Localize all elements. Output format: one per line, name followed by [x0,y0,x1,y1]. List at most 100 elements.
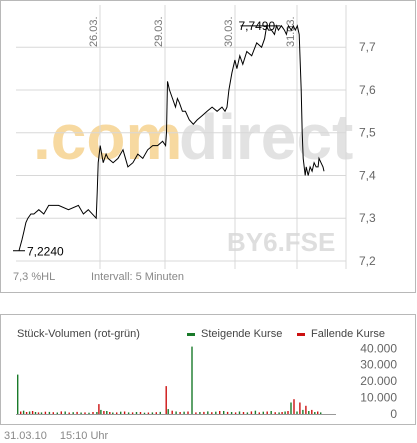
volume-bar-rising [151,412,154,414]
volume-bar-falling [274,412,276,414]
volume-bar-rising [308,411,310,414]
legend-falling-label: Fallende Kurse [311,328,385,340]
volume-bar-falling [211,412,213,414]
price-tick-label: 7,4 [359,168,376,182]
volume-bar-falling [234,412,237,414]
volume-bar-falling [31,411,34,414]
volume-bar-rising [167,409,169,414]
footer-time: 15:10 Uhr [59,430,109,442]
volume-bar-falling [68,412,70,414]
volume-bar-rising [223,411,225,414]
volume-tick-label: 40.000 [360,341,397,355]
volume-bar-rising [270,411,272,414]
watermark-text-orange: .com [33,101,182,173]
volume-bar-falling [171,410,173,414]
volume-bar-rising [302,409,304,414]
volume-bar-falling [281,412,283,414]
volume-bar-rising [191,346,193,414]
volume-bar-rising [48,411,51,414]
volume-tick-label: 30.000 [360,358,397,372]
date-tick-label: 26.03. [88,16,100,47]
volume-bar-rising [230,412,233,414]
volume-bar-falling [116,412,118,414]
price-tick-label: 7,2 [359,254,376,268]
volume-bar-rising [296,411,298,414]
volume-bar-falling [305,405,307,414]
volume-bar-rising [22,410,25,414]
legend-rising: Steigende Kurse [187,328,282,340]
volume-bar-rising [127,412,130,414]
volume-bar-falling [293,399,295,414]
price-tick-label: 7,5 [359,126,376,140]
volume-bar-rising [17,374,19,414]
price-tick-label: 7,7 [359,40,376,54]
volume-bar-rising [290,402,292,414]
volume-bar-falling [195,412,197,414]
volume-title: Stück-Volumen (rot-grün) [17,328,140,340]
legend-falling: Fallende Kurse [297,328,385,340]
volume-bar-rising [112,412,114,414]
volume-bar-falling [25,412,28,414]
volume-bar-rising [246,412,249,414]
volume-bar-falling [109,412,111,414]
volume-bar-falling [20,411,22,414]
volume-bar-falling [103,411,105,414]
volume-bar-falling [92,412,94,414]
volume-bar-falling [311,409,313,414]
volume-tick-label: 10.000 [360,391,397,405]
volume-bar-falling [287,411,289,414]
volume-bar-rising [284,411,286,414]
volume-bar-rising [28,411,31,414]
price-tick-label: 7,6 [359,83,376,97]
volume-bar-falling [123,411,126,414]
volume-tick-label: 20.000 [360,374,397,388]
volume-bar-falling [266,411,268,414]
volume-bar-falling [98,404,100,414]
volume-bar-rising [320,412,322,414]
volume-bar-falling [250,411,253,414]
volume-bar-falling [37,412,40,414]
volume-bar-falling [165,386,167,414]
watermark-logo: .com direct [33,101,353,173]
volume-bar-rising [183,411,185,414]
rising-swatch-icon [187,332,195,336]
volume-bar-falling [226,411,229,414]
volume-bar-falling [258,412,260,414]
volume-bar-rising [40,412,43,414]
volume-bar-rising [278,412,280,414]
interval-info: Intervall: 5 Minuten [91,271,184,283]
date-tick-label: 30.03. [223,16,235,47]
volume-bar-rising [207,411,209,414]
volume-bar-falling [203,411,205,414]
volume-bar-rising [314,412,316,414]
volume-bar-falling [219,411,221,414]
volume-bar-falling [139,412,142,414]
volume-bar-rising [34,412,37,414]
ticker-watermark: BY6.FSE [227,227,335,257]
volume-bar-rising [64,411,66,414]
volume-bar-falling [317,411,319,414]
volume-bar-rising [88,412,90,414]
volume-bar-falling [60,411,62,414]
volume-bar-falling [179,412,181,414]
footer-timestamp: 31.03.10 15:10 Uhr [4,430,118,442]
volume-bar-rising [80,412,82,414]
volume-bar-falling [299,402,301,414]
volume-bar-rising [96,412,98,414]
price-series-line [18,24,325,251]
price-tick-label: 7,3 [359,211,376,225]
volume-bar-falling [76,411,78,414]
volume-bar-rising [254,410,257,414]
volume-chart-panel: Stück-Volumen (rot-grün) Steigende Kurse… [0,314,416,425]
volume-tick-label: 0 [390,407,397,421]
volume-bar-rising [135,412,138,414]
falling-swatch-icon [297,332,305,336]
watermark-text-gray: direct [179,101,353,173]
price-chart: .com direct BY6.FSE 26.03. 29.03. 30.03. 31… [13,5,376,269]
volume-bar-rising [175,411,177,414]
volume-bar-rising [100,409,102,414]
volume-bar-rising [56,412,58,414]
volume-bar-rising [72,412,74,414]
volume-bar-rising [120,411,122,414]
volume-bar-falling [131,412,134,414]
